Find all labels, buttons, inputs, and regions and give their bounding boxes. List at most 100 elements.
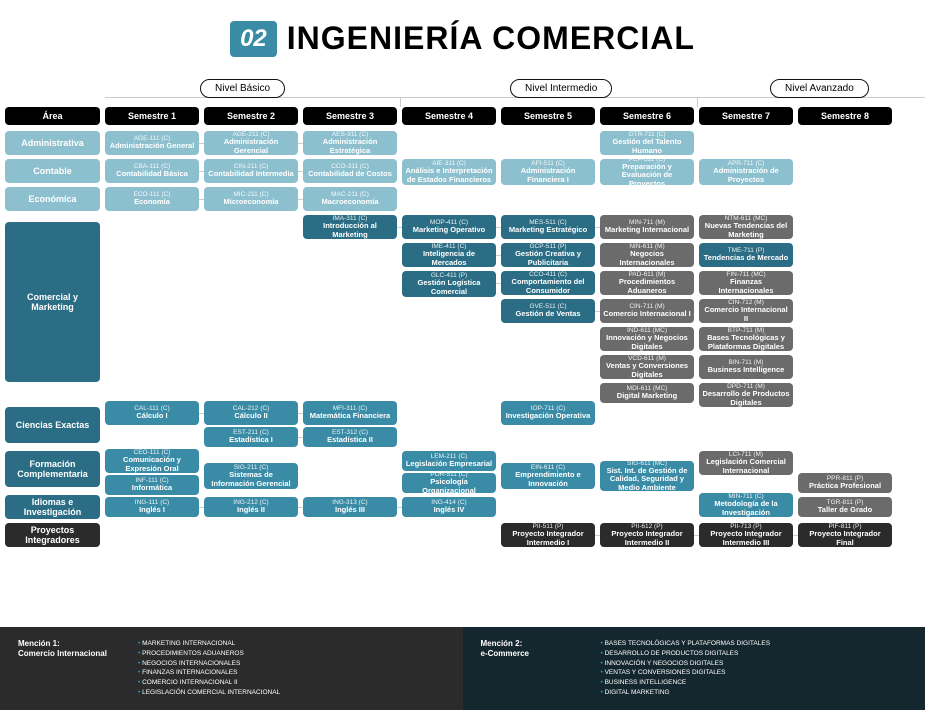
course-box: AIE-311 (C)Análisis e Interpretación de … bbox=[402, 159, 496, 185]
semester-header: Semestre 4 bbox=[402, 107, 496, 125]
semester-header: Semestre 2 bbox=[204, 107, 298, 125]
course-code: ECO-111 (C) bbox=[108, 191, 196, 198]
course-code: ING-111 (C) bbox=[108, 499, 196, 506]
course-code: PEP-511 (C) bbox=[603, 156, 691, 163]
course-name: Macroeconomía bbox=[306, 198, 394, 206]
course-name: Administración de Proyectos bbox=[702, 167, 790, 184]
course-name: Legislación Empresarial bbox=[405, 460, 493, 468]
course-name: Digital Marketing bbox=[603, 392, 691, 400]
course-name: Informática bbox=[108, 484, 196, 492]
course-name: Comercio Internacional I bbox=[603, 310, 691, 318]
course-name: Marketing Internacional bbox=[603, 226, 691, 234]
course-box: CCO-311 (C)Contabilidad de Costos bbox=[303, 159, 397, 183]
course-name: Innovación y Negocios Digitales bbox=[603, 334, 691, 351]
course-code: PPR-811 (P) bbox=[801, 475, 889, 482]
course-name: Inglés I bbox=[108, 506, 196, 514]
course-name: Proyecto Integrador Intermedio III bbox=[702, 530, 790, 547]
course-name: Metodología de la Investigación bbox=[702, 500, 790, 517]
course-box: ING-313 (C)Inglés III bbox=[303, 497, 397, 517]
course-box: MES-511 (C)Marketing Estratégico bbox=[501, 215, 595, 239]
footer-item: Comercio Internacional II bbox=[138, 678, 280, 688]
course-name: Legislación Comercial Internacional bbox=[702, 458, 790, 475]
footer-item: Ventas y Conversiones Digitales bbox=[601, 668, 771, 678]
course-box: AGE-211 (C)Administración Gerencial bbox=[204, 131, 298, 155]
semester-header: Semestre 5 bbox=[501, 107, 595, 125]
course-code: TGR-811 (P) bbox=[801, 499, 889, 506]
semester-header: Semestre 3 bbox=[303, 107, 397, 125]
course-name: Administración Estratégica bbox=[306, 138, 394, 155]
course-box: LEM-211 (C)Legislación Empresarial bbox=[402, 451, 496, 471]
course-code: CCO-411 (C) bbox=[504, 271, 592, 278]
course-code: PII-713 (P) bbox=[702, 523, 790, 530]
area-pill: Ciencias Exactas bbox=[5, 407, 100, 443]
course-code: IMA-311 (C) bbox=[306, 215, 394, 222]
course-box: VCD-611 (M)Ventas y Conversiones Digital… bbox=[600, 355, 694, 379]
course-code: AGE-111 (C) bbox=[108, 135, 196, 142]
course-code: CIN-211 (C) bbox=[207, 163, 295, 170]
course-code: MAC-211 (C) bbox=[306, 191, 394, 198]
course-name: Estadística II bbox=[306, 436, 394, 444]
course-code: EST-312 (C) bbox=[306, 429, 394, 436]
course-name: Tendencias de Mercado bbox=[702, 254, 790, 262]
footer-item: Business Intelligence bbox=[601, 678, 771, 688]
course-name: Marketing Estratégico bbox=[504, 226, 592, 234]
course-box: MIN-711 (M)Marketing Internacional bbox=[600, 215, 694, 239]
course-name: Microeconomía bbox=[207, 198, 295, 206]
badge: 02 bbox=[230, 21, 277, 57]
course-code: EIN-611 (C) bbox=[504, 464, 592, 471]
course-name: Investigación Operativa bbox=[504, 412, 592, 420]
course-name: Sistemas de Información Gerencial bbox=[207, 471, 295, 488]
course-code: GLC-411 (P) bbox=[405, 272, 493, 279]
course-box: PPR-811 (P)Práctica Profesional bbox=[798, 473, 892, 493]
course-box: AGE-111 (C)Administración General bbox=[105, 131, 199, 155]
course-box: GVE-511 (C)Gestión de Ventas bbox=[501, 299, 595, 323]
course-code: CIN-712 (M) bbox=[702, 299, 790, 306]
course-box: EIN-611 (C)Emprendimiento e Innovación bbox=[501, 463, 595, 489]
course-code: CBA-111 (C) bbox=[108, 163, 196, 170]
course-code: IND-611 (MC) bbox=[603, 327, 691, 334]
course-name: Sist. Int. de Gestión de Calidad, Seguri… bbox=[603, 467, 691, 492]
footer-col: Mención 2:e-CommerceBases Tecnológicas y… bbox=[463, 627, 925, 710]
area-pill: Contable bbox=[5, 159, 100, 183]
course-name: Desarrollo de Productos Digitales bbox=[702, 390, 790, 407]
level-pill: Nivel Intermedio bbox=[510, 79, 612, 98]
area-pill: Administrativa bbox=[5, 131, 100, 155]
course-box: MFI-311 (C)Matemática Financiera bbox=[303, 401, 397, 425]
course-box: IND-611 (MC)Innovación y Negocios Digita… bbox=[600, 327, 694, 351]
footer-item: Digital Marketing bbox=[601, 688, 771, 698]
course-box: EST-312 (C)Estadística II bbox=[303, 427, 397, 447]
course-code: IOP-711 (C) bbox=[504, 405, 592, 412]
course-code: INF-111 (C) bbox=[108, 477, 196, 484]
course-box: APR-711 (C)Administración de Proyectos bbox=[699, 159, 793, 185]
course-code: AIE-311 (C) bbox=[405, 160, 493, 167]
course-name: Psicología Organizacional bbox=[405, 478, 493, 495]
course-code: AFI-511 (C) bbox=[504, 160, 592, 167]
course-code: NIN-611 (M) bbox=[603, 243, 691, 250]
level-pill: Nivel Avanzado bbox=[770, 79, 869, 98]
area-pill: Comercial y Marketing bbox=[5, 222, 100, 382]
course-box: IMA-311 (C)Introducción al Marketing bbox=[303, 215, 397, 239]
footer-item: Innovación y Negocios Digitales bbox=[601, 659, 771, 669]
area-pill: Idiomas e Investigación bbox=[5, 495, 100, 519]
course-box: MIN-711 (C)Metodología de la Investigaci… bbox=[699, 493, 793, 517]
semester-header: Semestre 1 bbox=[105, 107, 199, 125]
course-code: MFI-311 (C) bbox=[306, 405, 394, 412]
course-code: BIN-711 (M) bbox=[702, 359, 790, 366]
title: INGENIERÍA COMERCIAL bbox=[287, 20, 695, 57]
area-pill: Proyectos Integradores bbox=[5, 523, 100, 547]
course-name: Proyecto Integrador Intermedio I bbox=[504, 530, 592, 547]
course-box: GTR-711 (C)Gestión del Talento Humano bbox=[600, 131, 694, 155]
course-box: ING-414 (C)Inglés IV bbox=[402, 497, 496, 517]
course-box: CAL-111 (C)Cálculo I bbox=[105, 401, 199, 425]
course-name: Gestión Creativa y Publicitaria bbox=[504, 250, 592, 267]
course-name: Análisis e Interpretación de Estados Fin… bbox=[405, 167, 493, 184]
course-code: CEO-111 (C) bbox=[108, 449, 196, 456]
footer-item: Finanzas Internacionales bbox=[138, 668, 280, 678]
footer-title: Mención 1:Comercio Internacional bbox=[18, 639, 138, 698]
semester-header: Semestre 6 bbox=[600, 107, 694, 125]
course-code: GVE-511 (C) bbox=[504, 303, 592, 310]
course-box: CAL-212 (C)Cálculo II bbox=[204, 401, 298, 425]
course-box: CIN-211 (C)Contabilidad Intermedia bbox=[204, 159, 298, 183]
course-box: NIN-611 (M)Negocios Internacionales bbox=[600, 243, 694, 267]
course-code: NTM-611 (MC) bbox=[702, 215, 790, 222]
